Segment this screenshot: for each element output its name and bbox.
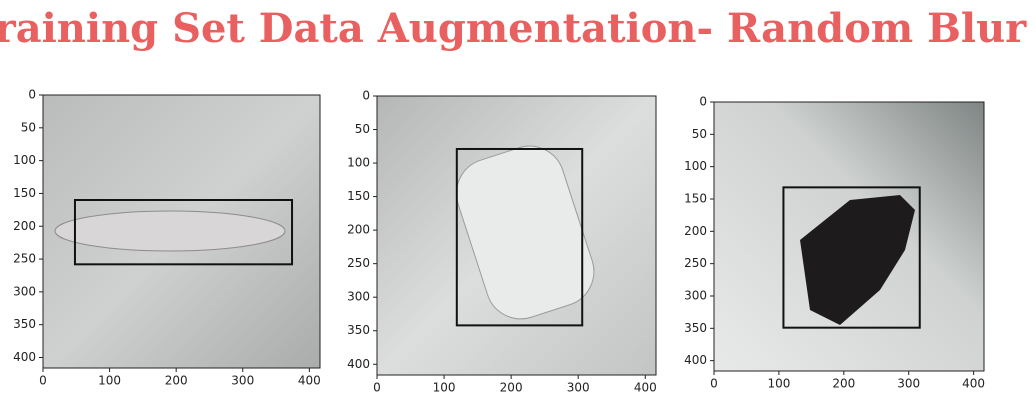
x-tick-label: 0 (39, 374, 47, 388)
y-tick-label: 300 (347, 290, 370, 304)
axes-frame (713, 101, 985, 372)
y-tick-label: 400 (347, 357, 370, 371)
y-tick-label: 50 (692, 127, 707, 141)
y-tick-label: 200 (347, 223, 370, 237)
x-tick-label: 400 (634, 381, 657, 395)
axes-frame (376, 95, 657, 376)
y-tick-label: 350 (13, 317, 36, 331)
bounding-box (455, 147, 584, 327)
axes-frame (42, 94, 321, 369)
y-tick-label: 150 (347, 189, 370, 203)
y-tick-label: 250 (684, 256, 707, 270)
y-tick-label: 100 (347, 156, 370, 170)
y-tick-label: 200 (684, 224, 707, 238)
y-tick-label: 50 (355, 122, 370, 136)
y-tick-label: 0 (362, 89, 370, 103)
y-tick-label: 100 (13, 153, 36, 167)
y-tick-label: 100 (684, 159, 707, 173)
x-tick-label: 200 (500, 381, 523, 395)
x-tick-label: 100 (767, 377, 790, 391)
y-tick-label: 250 (347, 256, 370, 270)
x-tick-label: 0 (710, 377, 718, 391)
y-tick-label: 400 (13, 350, 36, 364)
y-tick-label: 0 (28, 88, 36, 102)
y-tick-label: 400 (684, 353, 707, 367)
y-tick-label: 150 (13, 186, 36, 200)
y-tick-label: 200 (13, 219, 36, 233)
bounding-box (73, 199, 294, 266)
object (54, 210, 286, 252)
object (455, 145, 595, 320)
x-tick-label: 300 (231, 374, 254, 388)
bounding-box (782, 186, 921, 329)
y-tick-label: 50 (21, 120, 36, 134)
x-tick-label: 200 (832, 377, 855, 391)
x-tick-label: 200 (165, 374, 188, 388)
x-tick-label: 100 (98, 374, 121, 388)
page-title: Training Set Data Augmentation- Random B… (0, 5, 1027, 52)
y-tick-label: 300 (684, 288, 707, 302)
x-tick-label: 0 (373, 381, 381, 395)
y-tick-label: 0 (699, 95, 707, 109)
x-tick-label: 300 (897, 377, 920, 391)
x-tick-label: 400 (298, 374, 321, 388)
y-tick-label: 350 (684, 321, 707, 335)
y-tick-label: 300 (13, 284, 36, 298)
y-tick-label: 350 (347, 323, 370, 337)
x-tick-label: 300 (567, 381, 590, 395)
x-tick-label: 100 (433, 381, 456, 395)
object (800, 195, 915, 325)
y-tick-label: 250 (13, 252, 36, 266)
x-tick-label: 400 (962, 377, 985, 391)
y-tick-label: 150 (684, 191, 707, 205)
